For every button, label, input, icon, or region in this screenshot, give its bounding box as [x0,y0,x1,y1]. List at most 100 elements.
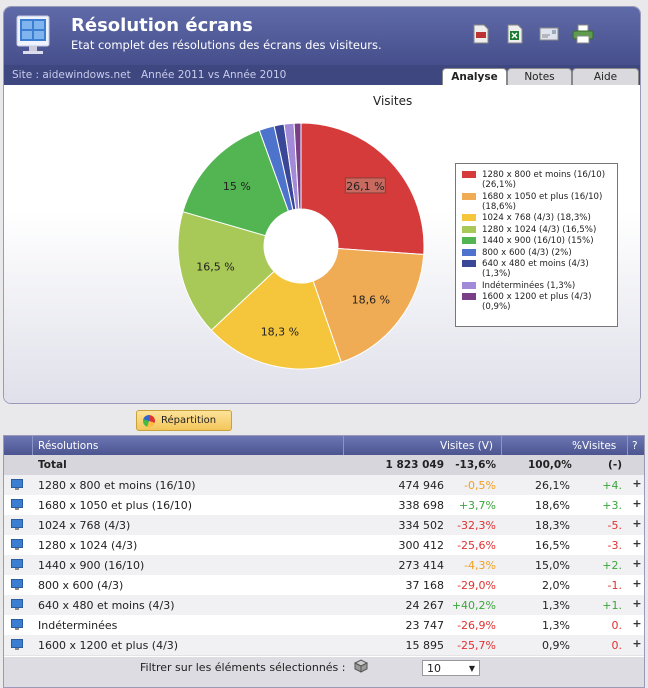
row-resolution: 1280 x 800 et moins (16/10) [38,479,196,492]
expand-row-button[interactable]: + [632,617,642,630]
row-evolution: -0,5% [464,479,496,492]
legend-label-line: 1280 x 800 et moins (16/10) [482,170,606,180]
legend-label-line: 800 x 600 (4/3) (2%) [482,247,572,258]
table-row[interactable]: 1280 x 800 et moins (16/10) 474 946 -0,5% 2… [4,475,644,496]
monitor-icon [11,499,23,510]
row-pct-evolution: 0. [611,639,623,652]
row-pct: 2,0% [542,579,570,592]
page-title: Résolution écrans [71,15,253,36]
visits-donut-chart: 26,1 % 18,6 % 18,3 % 16,5 % 15 % [177,122,425,370]
expand-row-button[interactable]: + [632,537,642,550]
legend-label: 1280 x 1024 (4/3) (16,5%) [482,225,618,235]
row-visits: 338 698 [398,499,445,512]
monitor-icon [11,519,23,530]
col-resolutions[interactable]: Résolutions [38,440,99,452]
excel-export-icon[interactable] [504,23,526,45]
pdf-export-icon[interactable] [470,23,492,45]
row-evolution: -32,3% [457,519,496,532]
slice-label: 26,1 % [346,180,384,193]
legend-label-line: 1680 x 1050 et plus (16/10) [482,191,603,202]
filter-icon[interactable] [354,659,368,673]
total-pct-evolution: (-) [608,459,622,471]
expand-row-button[interactable]: + [632,577,642,590]
monitor-icon [11,599,23,610]
legend-label: 640 x 480 et moins (4/3) (1,3%) [482,259,618,279]
print-icon[interactable] [572,23,594,45]
total-label: Total [38,459,67,471]
expand-row-button[interactable]: + [632,557,642,570]
chevron-down-icon: ▼ [468,664,475,673]
col-pct-visits[interactable]: %Visites [572,440,617,452]
chart-title: Visites [373,94,413,108]
row-evolution: -25,6% [457,539,496,552]
legend-label-line: 1600 x 1200 et plus (4/3) [482,292,592,302]
table-row-total: Total 1 823 049 -13,6% 100,0% (-) [4,455,644,476]
monitor-icon [11,539,23,550]
row-resolution: 640 x 480 et moins (4/3) [38,599,175,612]
row-pct: 15,0% [535,559,570,572]
legend-label-line: 1280 x 1024 (4/3) (16,5%) [482,224,597,235]
monitor-icon [11,619,23,630]
row-pct: 1,3% [542,619,570,632]
legend-label-line: (18,6%) [482,201,517,212]
row-pct-evolution: +4. [602,479,622,492]
period-label: Année 2011 vs Année 2010 [141,69,287,81]
table-row[interactable]: 1680 x 1050 et plus (16/10) 338 698 +3,7% 1… [4,495,644,516]
legend-label: Indéterminées (1,3%) [482,281,618,291]
expand-row-button[interactable]: + [632,497,642,510]
table-row[interactable]: 800 x 600 (4/3) 37 168 -29,0% 2,0% -1. + [4,575,644,596]
legend-label-line: 1024 x 768 (4/3) (18,3%) [482,213,591,223]
slice-label: 18,3 % [261,325,299,338]
row-pct: 18,6% [535,499,570,512]
row-pct-evolution: -5. [607,519,622,532]
table-footer: Filtrer sur les éléments sélectionnés : … [4,657,644,687]
table-row[interactable]: 1280 x 1024 (4/3) 300 412 -25,6% 16,5% -3. + [4,535,644,556]
row-visits: 24 267 [405,599,445,612]
expand-row-button[interactable]: + [632,477,642,490]
row-evolution: -4,3% [464,559,496,572]
legend-label: 1440 x 900 (16/10) (15%) [482,236,618,246]
legend-label: 800 x 600 (4/3) (2%) [482,248,618,258]
table-row[interactable]: 640 x 480 et moins (4/3) 24 267 +40,2% 1,3%… [4,595,644,616]
total-pct: 100,0% [528,459,572,471]
slice-label-box [344,177,386,194]
expand-row-button[interactable]: + [632,517,642,530]
legend-label: 1280 x 800 et moins (16/10) (26,1%) [482,170,618,190]
total-visits: 1 823 049 [385,459,444,471]
legend-swatch [462,260,476,267]
expand-row-button[interactable]: + [632,597,642,610]
legend-swatch [462,293,476,300]
tab-aide[interactable]: Aide [572,68,639,86]
monitor-icon [11,479,23,490]
row-pct-evolution: 0. [611,619,623,632]
page-subtitle: Etat complet des résolutions des écrans … [71,38,382,52]
email-icon[interactable] [538,23,560,45]
legend-swatch [462,248,476,256]
table-row[interactable]: Indéterminées 23 747 -26,9% 1,3% 0. + [4,615,644,636]
repartition-button[interactable]: Répartition [136,410,232,431]
expand-row-button[interactable]: + [632,637,642,650]
table-row[interactable]: 1440 x 900 (16/10) 273 414 -4,3% 15,0% +2. + [4,555,644,576]
pie-chart-icon [143,414,155,427]
report-header: Résolution écrans Etat complet des résol… [4,7,640,65]
row-pct: 0,9% [542,639,570,652]
report-panel: Résolution écrans Etat complet des résol… [3,6,641,404]
row-resolution: 1680 x 1050 et plus (16/10) [38,499,193,512]
row-resolution: 1600 x 1200 et plus (4/3) [38,639,179,652]
tab-notes[interactable]: Notes [507,68,572,86]
col-visits[interactable]: Visites (V) [440,440,494,452]
tab-analyse[interactable]: Analyse [442,68,507,86]
page-size-select[interactable]: 10 ▼ [422,660,480,676]
legend-swatch [462,281,476,289]
help-icon[interactable]: ? [632,440,638,452]
export-toolbar [470,23,594,45]
row-evolution: -25,7% [457,639,496,652]
row-pct-evolution: +2. [602,559,622,572]
repartition-label: Répartition [161,415,217,426]
legend-swatch [462,237,476,244]
monitor-app-icon [16,15,50,54]
legend-swatch [462,171,476,178]
table-row[interactable]: 1600 x 1200 et plus (4/3) 15 895 -25,7% 0,9… [4,635,644,656]
donut-hole [264,209,338,283]
table-row[interactable]: 1024 x 768 (4/3) 334 502 -32,3% 18,3% -5. + [4,515,644,536]
